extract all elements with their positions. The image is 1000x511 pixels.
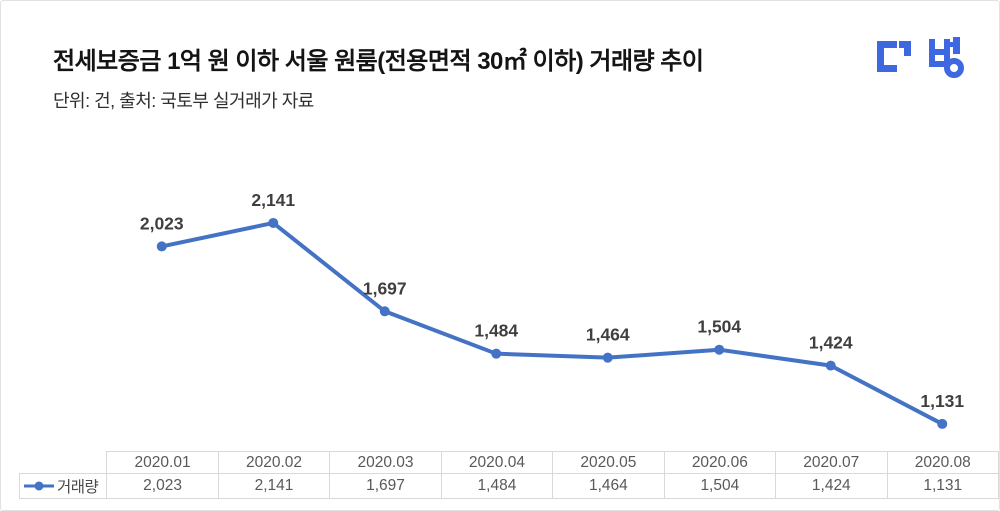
month-header-cell: 2020.03: [329, 451, 442, 474]
month-header-cell: 2020.06: [663, 451, 777, 474]
data-point-label: 2,023: [140, 213, 184, 233]
value-cell: 2,141: [217, 473, 331, 499]
value-cell: 2,023: [106, 473, 219, 499]
data-point-label: 1,484: [474, 321, 518, 341]
data-point-marker: [937, 418, 948, 429]
data-point-label: 1,697: [363, 278, 407, 298]
data-point-label: 2,141: [251, 190, 295, 210]
value-cell: 1,504: [663, 473, 777, 499]
value-cell: 1,424: [775, 473, 888, 499]
legend-cell: 거래량: [18, 473, 108, 499]
data-point-marker: [379, 306, 390, 317]
data-point-label: 1,424: [809, 333, 853, 353]
table-header-row: 2020.01 2020.02 2020.03 2020.04 2020.05 2020.…: [20, 451, 999, 474]
month-header-cell: 2020.02: [217, 451, 331, 474]
data-point-marker: [602, 352, 613, 363]
corner-cell: [20, 452, 107, 474]
month-header-cell: 2020.04: [440, 451, 554, 474]
data-point-marker: [825, 360, 836, 371]
month-header-cell: 2020.08: [886, 451, 999, 474]
page-title: 전세보증금 1억 원 이하 서울 원룸(전용면적 30㎡ 이하) 거래량 추이: [53, 48, 704, 75]
value-cell: 1,464: [552, 473, 665, 499]
data-point-label: 1,464: [586, 325, 630, 345]
chart-line: [161, 220, 944, 426]
data-table: 2020.01 2020.02 2020.03 2020.04 2020.05 2020.…: [18, 451, 999, 499]
unit-source-subtitle: 단위: 건, 출처: 국토부 실거래가 자료: [53, 91, 314, 111]
table-value-row: 거래량 2,023 2,141 1,697 1,484 1,464 1,504 1,424 1…: [18, 473, 999, 499]
value-cell: 1,697: [329, 473, 442, 499]
month-header-cell: 2020.05: [552, 451, 665, 474]
data-point-marker: [156, 241, 167, 252]
data-point-label: 1,131: [920, 391, 964, 411]
data-point-label: 1,504: [697, 317, 741, 337]
legend-key-icon: [24, 481, 54, 491]
data-point-marker: [714, 344, 725, 355]
value-cell: 1,131: [886, 473, 999, 499]
month-header-cell: 2020.01: [106, 451, 219, 474]
month-header-cell: 2020.07: [775, 451, 888, 474]
legend-label: 거래량: [57, 479, 99, 496]
dabang-logo: [877, 37, 964, 78]
value-cell: 1,484: [440, 473, 554, 499]
data-point-marker: [491, 348, 502, 359]
data-point-marker: [268, 217, 279, 228]
